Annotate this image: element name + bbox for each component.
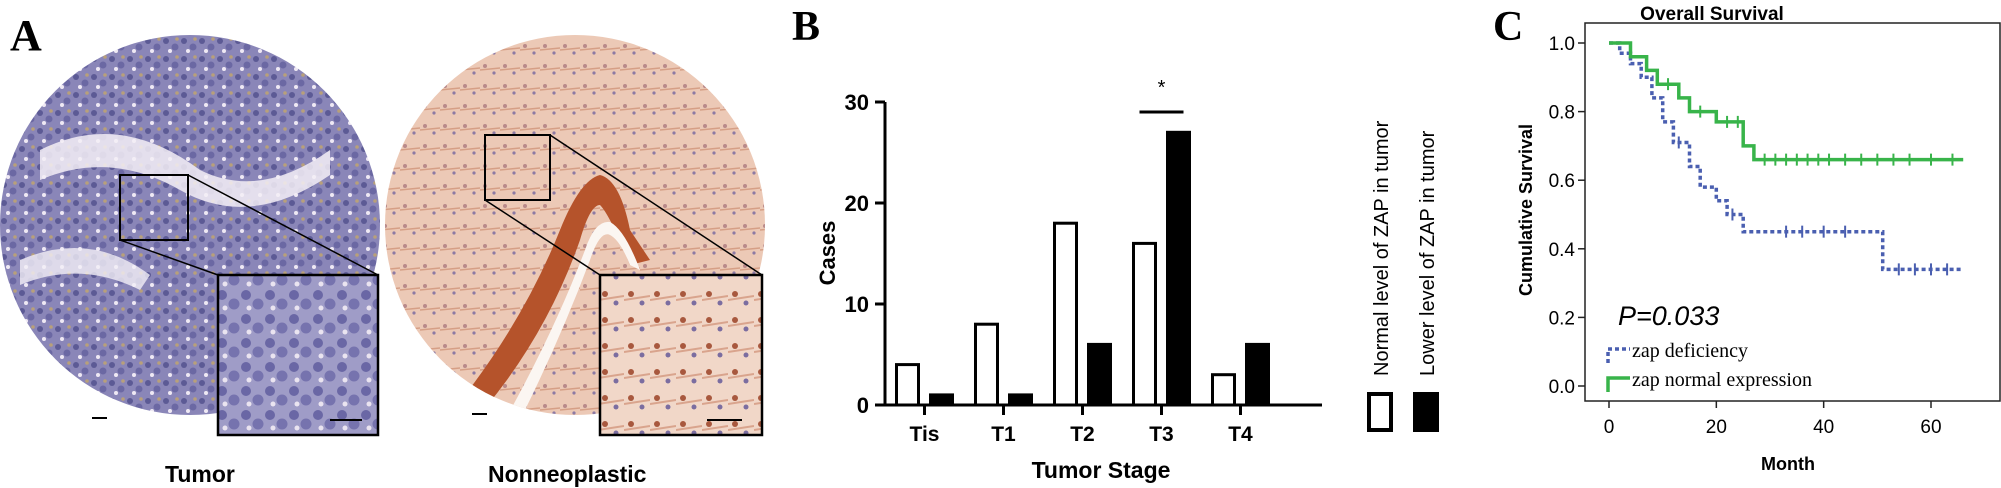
- y-tick-label: 0.6: [1549, 171, 1575, 192]
- bar-lower-T3: [1166, 130, 1191, 407]
- x-tick-label: 20: [1706, 417, 1727, 438]
- survival-line-deficiency: [1609, 41, 1964, 272]
- x-tick-label: T1: [991, 423, 1016, 446]
- tumor-zoom-inset: [216, 273, 380, 437]
- tumor-label: Tumor: [165, 461, 235, 487]
- y-axis-label: Cases: [815, 221, 840, 286]
- legend-line-1: [1606, 376, 1630, 392]
- legend-label: zap deficiency: [1632, 340, 1748, 362]
- y-tick-label: 30: [845, 90, 869, 115]
- x-axis-label: Tumor Stage: [1032, 457, 1171, 483]
- nonneoplastic-micrograph: Nonneoplastic: [385, 35, 765, 487]
- legend-label: Normal level of ZAP in tumor: [1371, 120, 1393, 376]
- p-value: P=0.033: [1618, 301, 1719, 331]
- panel-letter-a: A: [10, 11, 42, 60]
- tumor-micrograph: Tumor: [0, 35, 380, 487]
- x-tick-label: Tis: [910, 423, 940, 446]
- x-tick-label: 40: [1813, 417, 1834, 438]
- nonneoplastic-roi-box: [484, 134, 551, 201]
- bar-lower-T4: [1245, 342, 1270, 407]
- bar-normal-Tis: [895, 363, 920, 407]
- x-axis-label: Month: [1761, 454, 1815, 474]
- bar-normal-T2: [1053, 221, 1078, 407]
- bar-normal-T3: [1132, 241, 1157, 407]
- y-tick-label: 0.0: [1549, 377, 1575, 398]
- x-tick-label: T3: [1149, 423, 1174, 446]
- tumor-roi-box: [119, 174, 189, 241]
- y-tick-label: 0.4: [1549, 240, 1576, 261]
- nonneoplastic-zoom-inset: [598, 273, 764, 437]
- significance-star: *: [1158, 77, 1166, 99]
- panel-letter-c: C: [1493, 4, 1523, 50]
- bar-normal-T4: [1211, 373, 1236, 407]
- x-tick-label: T2: [1070, 423, 1095, 446]
- bar-normal-T1: [974, 322, 999, 407]
- legend-label: zap normal expression: [1632, 369, 1812, 391]
- survival-line-normal: [1609, 41, 1964, 162]
- x-tick-label: 60: [1920, 417, 1941, 438]
- x-tick-label: T4: [1228, 423, 1253, 446]
- legend-line-0: [1606, 347, 1630, 363]
- panel-letter-b: B: [792, 4, 820, 50]
- bar-lower-T1: [1008, 393, 1033, 407]
- y-tick-label: 0.8: [1549, 103, 1575, 124]
- y-tick-label: 20: [845, 191, 869, 216]
- y-tick-label: 0.2: [1549, 308, 1575, 329]
- bar-lower-Tis: [929, 393, 954, 407]
- x-tick-label: 0: [1604, 417, 1615, 438]
- y-tick-label: 10: [845, 292, 869, 317]
- survival-chart: Overall Survival 0 20 40 60 0.0 0.2 0.4 0.6 0.8 1…: [1516, 4, 2001, 474]
- legend-swatch: [1413, 392, 1439, 432]
- plot-frame: [1584, 22, 2001, 402]
- bar-lower-T2: [1087, 342, 1112, 407]
- nonneoplastic-label: Nonneoplastic: [488, 461, 647, 487]
- y-tick-label: 0: [857, 393, 869, 418]
- y-axis-label: Cumulative Survival: [1516, 124, 1536, 296]
- y-tick-label: 1.0: [1549, 34, 1575, 55]
- legend: Normal level of ZAP in tumor Lower level …: [1367, 120, 1439, 432]
- legend-label: Lower level of ZAP in tumor: [1417, 130, 1439, 376]
- legend-swatch: [1367, 392, 1393, 432]
- chart-title: Overall Survival: [1640, 4, 1784, 25]
